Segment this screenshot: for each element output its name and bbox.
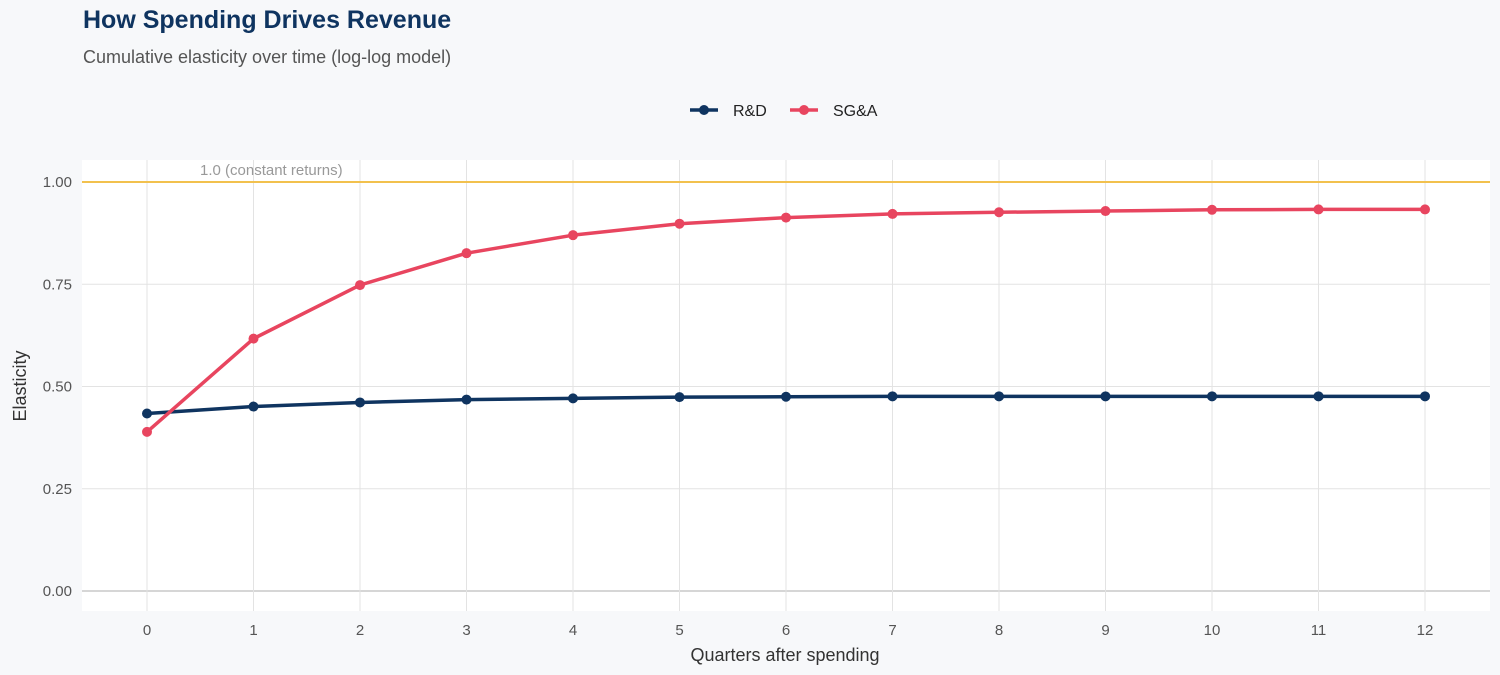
data-point	[674, 392, 685, 403]
x-axis-title: Quarters after spending	[690, 645, 879, 665]
x-tick-label: 3	[462, 622, 470, 639]
x-tick-label: 12	[1417, 622, 1434, 639]
x-tick-label: 11	[1311, 622, 1327, 639]
data-point	[248, 401, 259, 412]
chart-title: How Spending Drives Revenue	[83, 6, 452, 34]
legend-key-point	[799, 105, 809, 115]
y-tick-label: 0.25	[43, 481, 72, 498]
data-point	[142, 408, 152, 419]
y-tick-label: 0.00	[43, 583, 72, 600]
data-point	[1100, 391, 1111, 402]
x-tick-label: 7	[888, 622, 896, 639]
reference-line-label: 1.0 (constant returns)	[200, 162, 343, 179]
data-point	[887, 208, 898, 219]
x-tick-label: 1	[249, 622, 257, 639]
legend-key-point	[699, 105, 709, 115]
legend-label: SG&A	[833, 103, 878, 120]
data-point	[1313, 391, 1324, 402]
data-point	[248, 333, 259, 344]
data-point	[781, 391, 791, 402]
data-point	[1207, 391, 1217, 402]
data-point	[568, 393, 578, 404]
data-point	[887, 391, 898, 402]
legend-label: R&D	[733, 103, 767, 120]
data-point	[781, 212, 791, 223]
data-point	[1420, 391, 1430, 402]
x-tick-label: 2	[356, 622, 364, 639]
data-point	[1420, 204, 1430, 215]
x-tick-label: 4	[569, 622, 577, 639]
x-tick-label: 0	[143, 622, 151, 639]
data-point	[461, 248, 472, 259]
data-point	[355, 397, 365, 408]
y-tick-label: 0.75	[43, 276, 72, 293]
x-tick-label: 8	[995, 622, 1003, 639]
y-tick-label: 1.00	[43, 174, 72, 191]
data-point	[1313, 204, 1324, 215]
x-tick-label: 5	[675, 622, 683, 639]
y-tick-label: 0.50	[43, 379, 72, 396]
data-point	[142, 426, 152, 437]
x-tick-label: 6	[782, 622, 790, 639]
data-point	[674, 218, 685, 229]
data-point	[994, 207, 1004, 218]
y-axis-title: Elasticity	[10, 350, 30, 421]
data-point	[1207, 204, 1217, 215]
data-point	[461, 394, 472, 405]
x-tick-label: 9	[1101, 622, 1109, 639]
data-point	[355, 280, 365, 291]
data-point	[568, 230, 578, 241]
data-point	[1100, 206, 1111, 217]
x-tick-label: 10	[1204, 622, 1221, 639]
data-point	[994, 391, 1004, 402]
chart-subtitle: Cumulative elasticity over time (log-log…	[83, 47, 452, 67]
